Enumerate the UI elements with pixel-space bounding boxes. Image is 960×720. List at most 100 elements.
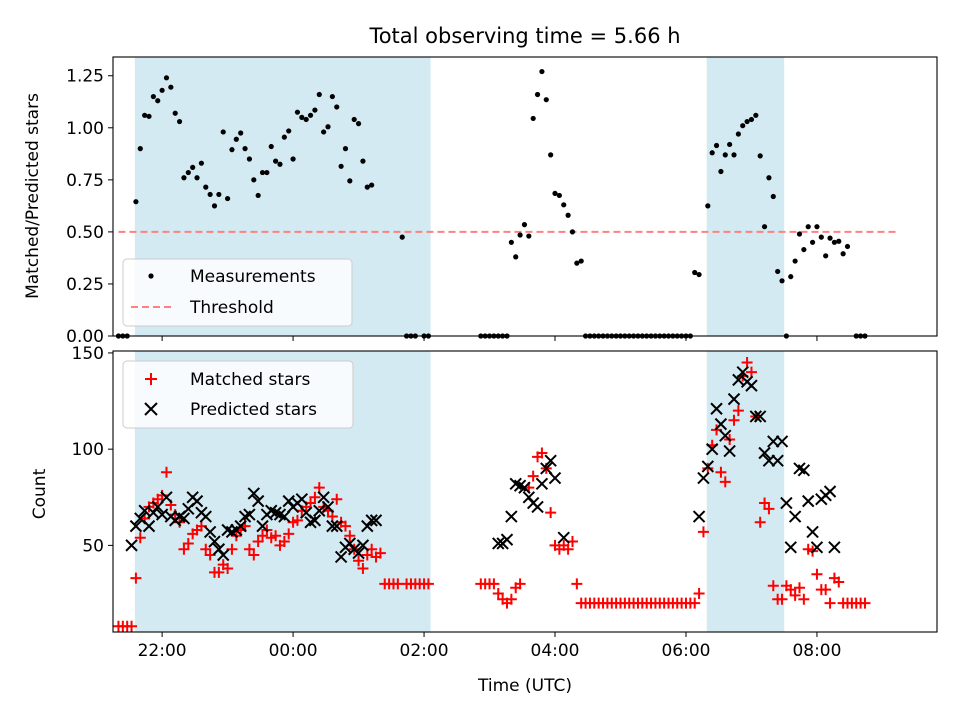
matched-point xyxy=(243,543,255,555)
matched-point xyxy=(545,507,557,519)
measurement-point xyxy=(818,234,824,240)
matched-point xyxy=(178,543,190,555)
matched-point xyxy=(200,543,212,555)
predicted-point xyxy=(736,365,749,379)
predicted-point xyxy=(203,525,217,539)
measurement-point xyxy=(229,147,235,153)
matched-point xyxy=(715,466,727,478)
predicted-point xyxy=(295,492,309,506)
bottom-y-axis-label: Count xyxy=(30,468,50,519)
matched-point xyxy=(820,584,832,596)
matched-point xyxy=(697,526,709,538)
measurement-point xyxy=(696,271,702,278)
measurement-point xyxy=(831,239,838,245)
matched-point xyxy=(728,414,740,426)
predicted-point xyxy=(753,410,767,423)
predicted-point xyxy=(151,500,164,514)
bottom-plot-frame xyxy=(112,350,938,633)
matched-point xyxy=(719,476,731,488)
predicted-point xyxy=(723,444,736,458)
measurement-point xyxy=(801,246,807,253)
matched-point xyxy=(357,562,369,574)
measurement-point xyxy=(788,274,794,280)
measurement-point xyxy=(569,229,576,235)
measurement-point xyxy=(517,232,523,238)
measurement-point xyxy=(176,118,183,125)
predicted-point xyxy=(557,531,570,544)
measurement-point xyxy=(268,143,274,150)
matched-point xyxy=(344,530,356,542)
measurement-point xyxy=(713,142,720,149)
measurement-point xyxy=(146,113,152,119)
matched-point xyxy=(213,566,225,578)
measurement-point xyxy=(574,260,580,266)
top-y-ticks: 0.00 0.25 0.50 0.75 1.00 1.25 xyxy=(66,67,113,347)
predicted-point xyxy=(208,535,221,548)
measurement-point xyxy=(137,146,143,152)
predicted-point xyxy=(540,462,553,475)
matched-point xyxy=(745,366,757,378)
measurement-point xyxy=(312,107,318,113)
matched-point xyxy=(130,572,142,584)
measurement-point xyxy=(351,116,357,123)
matched-point xyxy=(754,516,766,528)
measurement-point xyxy=(303,116,309,123)
legend-marker-predicted xyxy=(144,402,158,416)
matched-point xyxy=(693,588,705,600)
measurement-point xyxy=(325,124,331,130)
measurement-point xyxy=(329,93,335,100)
measurement-point xyxy=(692,269,698,276)
matched-point xyxy=(536,447,548,459)
y-tick-label: 0.50 xyxy=(66,223,104,243)
matched-point xyxy=(492,588,504,600)
measurement-point xyxy=(399,234,405,240)
matched-point xyxy=(270,530,282,542)
measurement-point xyxy=(744,118,750,125)
measurement-point xyxy=(722,152,728,158)
predicted-point xyxy=(788,510,802,523)
x-tick-label: 00:00 xyxy=(269,641,318,661)
measurement-point xyxy=(709,150,715,156)
predicted-point xyxy=(714,417,728,431)
measurement-point xyxy=(181,175,187,181)
measurement-point xyxy=(172,110,178,116)
top-y-axis-label: Matched/Predicted stars xyxy=(23,93,43,299)
top-plot-frame xyxy=(112,56,938,337)
legend-label-predicted: Predicted stars xyxy=(190,400,317,420)
measurement-point xyxy=(766,175,772,181)
predicted-point xyxy=(500,533,514,546)
matched-point xyxy=(291,514,303,526)
measurement-point xyxy=(238,130,244,136)
x-axis-label: Time (UTC) xyxy=(477,676,572,696)
matched-point xyxy=(798,593,810,605)
predicted-point xyxy=(160,491,173,504)
x-tick-label: 02:00 xyxy=(400,641,449,661)
measurement-point xyxy=(281,134,287,140)
measurement-point xyxy=(705,203,711,209)
measurement-point xyxy=(190,164,196,170)
measurement-point xyxy=(508,239,514,245)
predicted-point xyxy=(775,435,789,448)
measurement-point xyxy=(155,98,161,104)
matched-point xyxy=(222,562,234,574)
top-legend: Measurements Threshold xyxy=(122,258,353,327)
legend-marker-measurements xyxy=(148,273,154,279)
measurement-point xyxy=(761,224,768,230)
measurement-point xyxy=(159,87,165,93)
matched-point xyxy=(374,547,386,559)
measurement-point xyxy=(277,161,283,167)
bottom-x-ticks: 22:00 00:00 02:00 04:00 06:00 08:00 xyxy=(138,632,841,661)
top-x-ticks xyxy=(161,336,818,341)
measurement-point xyxy=(290,156,296,162)
x-tick-label: 08:00 xyxy=(792,641,841,661)
measurement-point xyxy=(264,169,270,176)
measurement-point xyxy=(211,203,218,209)
predicted-point xyxy=(190,494,204,508)
measurement-point xyxy=(779,278,785,284)
matched-point xyxy=(353,555,365,567)
matched-point xyxy=(252,536,264,548)
measurement-point xyxy=(355,121,362,127)
predicted-point xyxy=(317,491,330,504)
bottom-legend: Matched stars Predicted stars xyxy=(122,360,354,429)
matched-point xyxy=(339,520,351,532)
